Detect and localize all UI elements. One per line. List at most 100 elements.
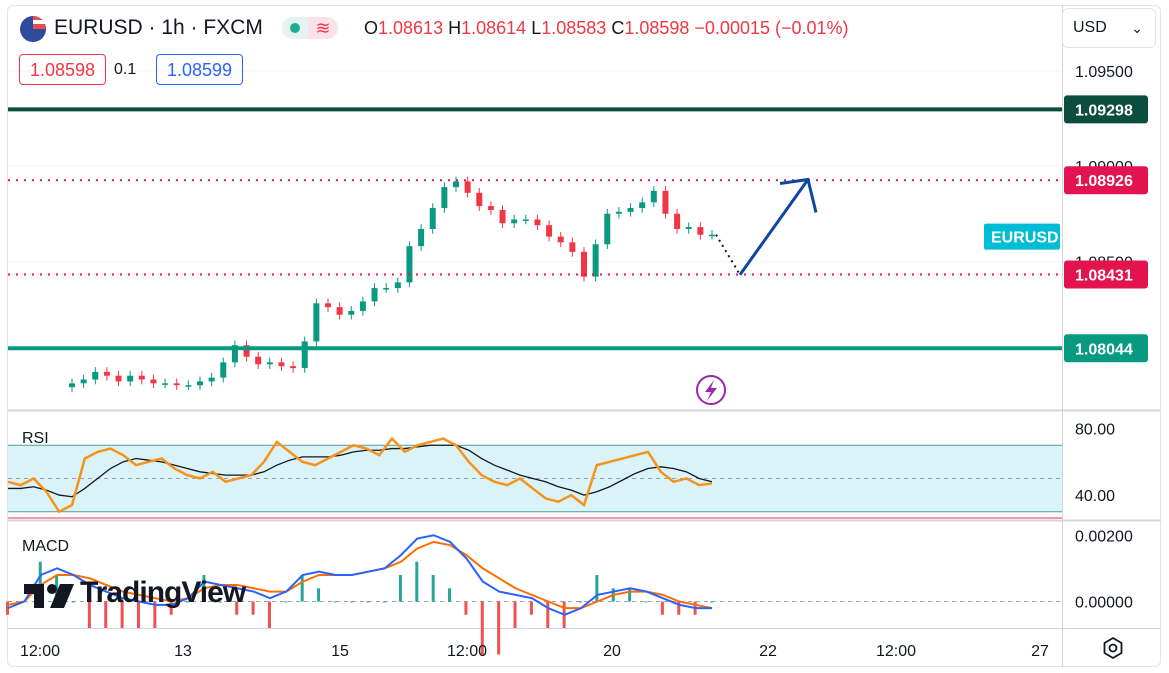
macd-histogram-bar: [317, 588, 321, 602]
candle-body: [464, 181, 471, 193]
macd-histogram-bar: [267, 601, 271, 628]
macd-histogram-bar: [431, 575, 435, 602]
candle-body: [115, 375, 122, 382]
symbol-flag-icon: [20, 16, 46, 42]
macd-histogram-bar: [104, 601, 108, 628]
level-price-label-3: 1.08044: [1075, 341, 1133, 358]
macd-histogram-bar: [284, 601, 288, 603]
candle-body: [313, 303, 320, 342]
high-label: H: [448, 18, 462, 38]
macd-histogram-bar: [349, 601, 353, 603]
macd-histogram-bar: [251, 601, 255, 615]
settings-icon[interactable]: [1101, 636, 1125, 660]
macd-tick-label: 0.00200: [1075, 528, 1133, 545]
candle-body: [348, 310, 355, 315]
candle-body: [290, 366, 297, 369]
candle-body: [546, 225, 553, 237]
candle-body: [92, 371, 99, 380]
candle-body: [173, 383, 180, 386]
candle-body: [138, 375, 145, 380]
candle-body: [441, 187, 448, 209]
macd-histogram-bar: [480, 601, 484, 655]
rsi-tick-label: 40.00: [1075, 488, 1115, 505]
macd-histogram-bar: [644, 601, 648, 603]
high-value: 1.08614: [461, 18, 527, 38]
chevron-down-icon: ⌄: [1131, 20, 1143, 36]
candle-body: [662, 190, 669, 214]
brand-name[interactable]: TradingView: [80, 576, 246, 609]
market-open-icon[interactable]: [282, 17, 308, 39]
projection-arrow-head: [779, 177, 818, 213]
market-status-dot: [290, 23, 300, 33]
candle-body: [639, 202, 646, 209]
candle-body: [255, 356, 262, 365]
macd-histogram-bar: [513, 601, 517, 628]
currency-select[interactable]: USD ⌄: [1062, 8, 1156, 48]
candle-body: [185, 385, 192, 387]
chart-frame[interactable]: [7, 5, 1161, 667]
candle-body: [336, 307, 343, 315]
level-price-tag-3: [1064, 334, 1148, 363]
macd-histogram-bar: [529, 601, 533, 615]
rsi-tick-label: 80.00: [1075, 422, 1115, 439]
time-tick-label: 12:00: [20, 643, 60, 660]
macd-histogram-bar: [415, 561, 419, 602]
macd-histogram-bar: [153, 601, 157, 628]
open-value: 1.08613: [378, 18, 444, 38]
macd-histogram-bar: [546, 601, 550, 628]
candle-body: [522, 219, 529, 221]
candle-body: [697, 227, 704, 235]
candle-body: [418, 229, 425, 247]
candle-body: [476, 192, 483, 207]
tradingview-logo-icon[interactable]: [22, 578, 78, 614]
candle-body: [557, 236, 564, 243]
sell-price-button[interactable]: 1.08598: [19, 54, 107, 85]
candle-body: [604, 213, 611, 245]
lightning-bolt-glyph: [705, 380, 717, 401]
time-tick-label: 27: [1031, 643, 1049, 660]
candle-body: [359, 301, 366, 311]
candle-body: [208, 377, 215, 382]
macd-histogram-bar: [333, 601, 337, 603]
candle-body: [325, 303, 331, 308]
candle-body: [301, 341, 308, 369]
spread-value: 0.1: [114, 61, 137, 78]
candle-body: [150, 379, 157, 384]
macd-histogram-bar: [579, 601, 583, 603]
buy-price-button[interactable]: 1.08599: [156, 54, 244, 85]
candle-body: [243, 345, 250, 357]
level-price-label-0: 1.09298: [1075, 102, 1133, 119]
level-price-tag-2: [1064, 260, 1148, 289]
time-tick-label: 15: [331, 643, 349, 660]
candle-body: [266, 362, 273, 365]
symbol-tag-label: EURUSD: [991, 230, 1059, 247]
currency-value: USD: [1073, 19, 1107, 36]
macd-label: MACD: [22, 538, 69, 555]
macd-histogram-bar: [464, 601, 468, 615]
candle-body: [220, 362, 227, 378]
macd-histogram-bar: [448, 588, 452, 602]
candle-body: [80, 379, 87, 384]
open-label: O: [364, 18, 379, 38]
candle-body: [394, 282, 401, 289]
candle-body: [197, 381, 203, 386]
projection-dotted-line: [715, 234, 741, 276]
macd-histogram-bar: [87, 601, 91, 628]
data-wave-icon[interactable]: ≋: [308, 17, 338, 39]
macd-histogram-bar: [120, 601, 124, 628]
candle-body: [581, 251, 587, 277]
symbol-title[interactable]: EURUSD · 1h · FXCM: [54, 16, 263, 39]
macd-histogram-bar: [6, 601, 9, 615]
candle-body: [278, 362, 285, 367]
time-tick-label: 12:00: [876, 643, 916, 660]
time-tick-label: 12:00: [447, 643, 487, 660]
candle-body: [499, 209, 506, 224]
candle-body: [231, 345, 238, 363]
macd-tick-label: 0.00000: [1075, 595, 1133, 612]
macd-histogram-bar: [71, 601, 75, 603]
macd-histogram-bar: [300, 575, 304, 602]
candle-body: [674, 213, 681, 229]
level-price-label-1: 1.08926: [1075, 173, 1133, 190]
candle-body: [487, 206, 494, 210]
